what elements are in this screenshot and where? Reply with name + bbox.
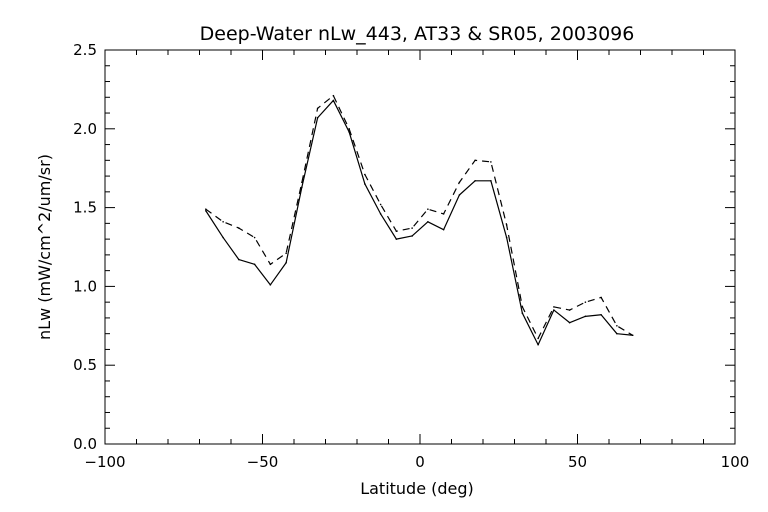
data-point-dashed: [616, 325, 618, 327]
data-point-solid: [553, 309, 555, 311]
plot-frame: [104, 49, 736, 445]
data-point-dashed: [537, 337, 539, 340]
data-point-dashed: [379, 203, 382, 206]
x-tick-label: −50: [247, 453, 279, 471]
data-point-dashed: [316, 107, 319, 110]
data-point-solid: [238, 258, 240, 261]
data-point-solid: [568, 321, 571, 324]
data-point-dashed: [584, 301, 587, 303]
data-point-dashed: [568, 309, 571, 311]
data-point-dashed: [474, 159, 476, 162]
data-point-dashed: [553, 306, 555, 308]
data-point-solid: [458, 194, 461, 196]
data-point-solid: [616, 332, 618, 335]
data-point-solid: [442, 228, 445, 231]
data-point-solid: [505, 236, 508, 239]
data-point-dashed: [332, 94, 335, 97]
data-point-solid: [584, 315, 587, 318]
data-point-solid: [537, 343, 539, 346]
data-point-solid: [285, 261, 287, 264]
x-tick-label: 0: [415, 453, 425, 471]
data-point-solid: [205, 209, 207, 212]
data-point-dashed: [458, 181, 461, 184]
data-point-dashed: [238, 227, 240, 229]
x-tick-label: −100: [84, 453, 125, 471]
series-line-solid: [205, 99, 633, 346]
data-point-solid: [490, 180, 492, 182]
y-tick-label: 1.0: [73, 277, 97, 295]
y-tick-label: 0.0: [73, 435, 97, 453]
series-line-dashed: [205, 95, 633, 340]
x-axis-label: Latitude (deg): [360, 479, 474, 498]
data-point-solid: [364, 183, 366, 185]
data-point-dashed: [205, 208, 207, 210]
series-layer: [205, 94, 634, 346]
data-point-solid: [253, 263, 256, 266]
data-point-solid: [600, 313, 602, 316]
data-point-dashed: [411, 227, 413, 229]
data-point-solid: [379, 213, 382, 215]
data-point-dashed: [521, 306, 524, 308]
data-point-dashed: [348, 128, 350, 130]
data-point-dashed: [364, 173, 366, 176]
data-point-dashed: [253, 236, 256, 239]
data-point-solid: [411, 235, 413, 237]
data-point-solid: [332, 99, 335, 102]
data-point-dashed: [285, 252, 287, 255]
data-point-dashed: [490, 161, 492, 163]
x-tick-label: 100: [721, 453, 750, 471]
data-point-solid: [269, 284, 272, 286]
data-point-dashed: [301, 181, 303, 184]
y-tick-label: 2.0: [73, 120, 97, 138]
data-point-dashed: [222, 220, 224, 223]
data-point-solid: [301, 186, 303, 188]
y-tick-label: 0.5: [73, 356, 97, 374]
data-point-solid: [474, 180, 476, 182]
x-tick-label: 50: [568, 453, 587, 471]
data-point-solid: [427, 220, 429, 223]
y-tick-label: 1.5: [73, 199, 97, 217]
y-tick-label: 2.5: [73, 41, 97, 59]
data-point-dashed: [395, 230, 398, 233]
chart-title: Deep-Water nLw_443, AT33 & SR05, 2003096: [200, 23, 635, 45]
data-point-dashed: [427, 208, 429, 210]
data-point-solid: [222, 236, 224, 239]
data-point-dashed: [442, 213, 445, 215]
data-point-dashed: [269, 263, 272, 266]
data-point-solid: [316, 116, 319, 119]
data-point-solid: [521, 312, 524, 314]
data-point-dashed: [505, 224, 508, 226]
y-axis-label: nLw (mW/cm^2/um/sr): [35, 154, 54, 340]
axis-ticks: −100 −50 0 50 100 0.0 0.5 1.0 1.5 2.0 2.5: [73, 41, 749, 471]
data-point-dashed: [600, 296, 602, 299]
data-point-solid: [395, 238, 398, 240]
data-point-dashed: [631, 334, 634, 337]
